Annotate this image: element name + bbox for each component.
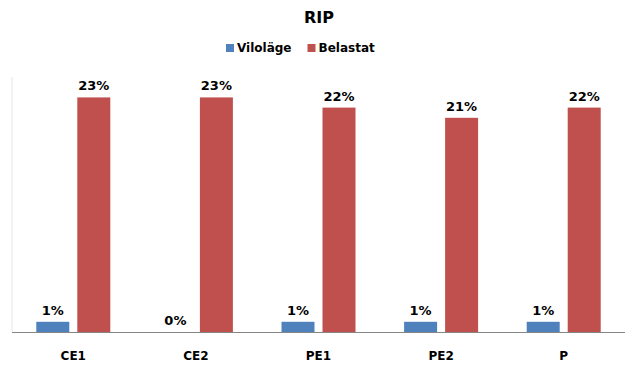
legend-label: Belastat bbox=[319, 41, 375, 55]
bars bbox=[36, 97, 600, 332]
title: RIP bbox=[304, 8, 334, 27]
x-axis-line bbox=[12, 332, 625, 333]
x-tick-label: PE1 bbox=[306, 349, 331, 363]
legend: Viloläge Belastat bbox=[226, 41, 375, 55]
x-tick-label: CE1 bbox=[61, 349, 86, 363]
data-label: 22% bbox=[323, 89, 354, 104]
data-label: 23% bbox=[201, 78, 232, 93]
bar bbox=[200, 97, 233, 332]
y-axis-line bbox=[12, 77, 13, 332]
bar bbox=[282, 322, 315, 332]
chart: RIPVilolägeBelastat1%23%0%23%1%22%1%21%1… bbox=[0, 0, 638, 372]
bar bbox=[568, 108, 601, 332]
legend-label: Viloläge bbox=[237, 41, 292, 55]
bar bbox=[77, 97, 110, 332]
data-label: 21% bbox=[446, 99, 477, 114]
bar bbox=[323, 108, 356, 332]
bar bbox=[445, 118, 478, 332]
bar bbox=[36, 322, 69, 332]
data-label: 0% bbox=[164, 313, 186, 328]
bar bbox=[159, 332, 192, 333]
data-label: 1% bbox=[287, 303, 309, 318]
bar bbox=[527, 322, 560, 332]
data-label: 1% bbox=[532, 303, 554, 318]
bar bbox=[404, 322, 437, 332]
data-label: 23% bbox=[78, 78, 109, 93]
x-tick-label: PE2 bbox=[428, 349, 453, 363]
data-label: 1% bbox=[410, 303, 432, 318]
legend-swatch bbox=[308, 44, 316, 52]
x-tick-label: CE2 bbox=[183, 349, 208, 363]
data-labels: 1% 23% 0% 23% 1% 22% 1% 21% 1% 22% bbox=[42, 78, 600, 328]
x-tick-label: P bbox=[559, 349, 568, 363]
data-label: 1% bbox=[42, 303, 64, 318]
legend-swatch bbox=[226, 44, 234, 52]
data-label: 22% bbox=[569, 89, 600, 104]
